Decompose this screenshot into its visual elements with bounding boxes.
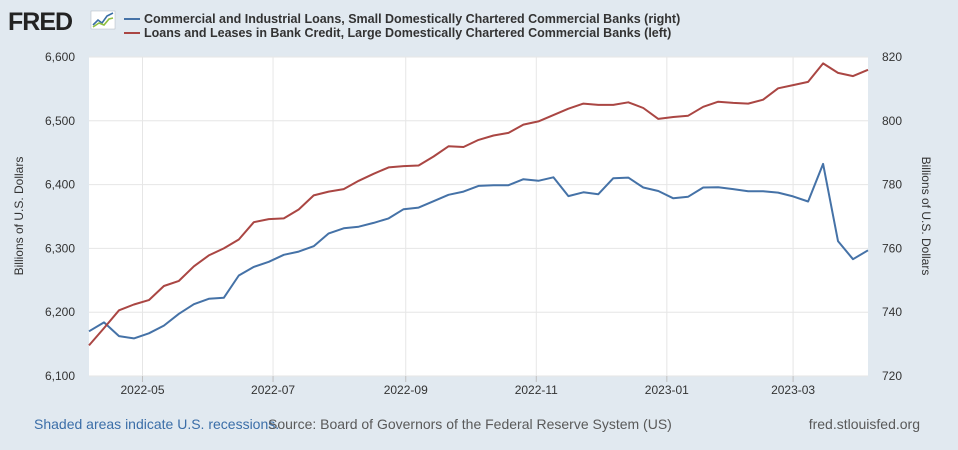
right-tick-label: 740: [882, 305, 902, 319]
left-tick-label: 6,500: [45, 114, 75, 128]
x-axis-ticks: 2022-05 2022-07 2022-09 2022-11 2023-01 2023-…: [120, 376, 815, 397]
recession-note: Shaded areas indicate U.S. recessions.: [34, 416, 280, 432]
right-axis-title: Billions of U.S. Dollars: [919, 157, 933, 276]
gridlines: [89, 56, 868, 377]
right-tick-label: 760: [882, 241, 902, 255]
left-tick-label: 6,600: [45, 50, 75, 64]
x-tick-label: 2022-09: [384, 383, 428, 397]
right-tick-label: 720: [882, 369, 902, 383]
left-axis-ticks: 6,100 6,200 6,300 6,400 6,500 6,600: [45, 50, 75, 383]
x-tick-label: 2022-11: [515, 383, 558, 397]
fred-logo[interactable]: FRED: [8, 8, 116, 36]
x-tick-label: 2022-05: [120, 383, 164, 397]
fred-url-link[interactable]: fred.stlouisfed.org: [808, 416, 920, 432]
series-line-2[interactable]: [88, 62, 869, 347]
x-tick-label: 2022-07: [251, 383, 295, 397]
right-axis-ticks: 720 740 760 780 800 820: [882, 50, 902, 383]
right-tick-label: 800: [882, 114, 902, 128]
legend-label-series-2: Loans and Leases in Bank Credit, Large D…: [144, 26, 671, 40]
series-line-1[interactable]: [88, 162, 869, 340]
right-tick-label: 820: [882, 50, 902, 64]
right-tick-label: 780: [882, 178, 902, 192]
left-tick-label: 6,100: [45, 369, 75, 383]
source-note: Source: Board of Governors of the Federa…: [268, 416, 672, 432]
legend-label-series-1: Commercial and Industrial Loans, Small D…: [144, 12, 680, 26]
left-tick-label: 6,400: [45, 178, 75, 192]
legend: Commercial and Industrial Loans, Small D…: [124, 12, 680, 40]
left-tick-label: 6,200: [45, 305, 75, 319]
fred-logo-text: FRED: [8, 8, 72, 36]
series-lines: [88, 62, 869, 347]
fred-logo-graph-icon: [90, 10, 116, 30]
x-tick-label: 2023-01: [645, 383, 689, 397]
left-tick-label: 6,300: [45, 241, 75, 255]
plot-area: [89, 57, 868, 376]
x-tick-label: 2023-03: [771, 383, 815, 397]
left-axis-title: Billions of U.S. Dollars: [12, 157, 26, 276]
